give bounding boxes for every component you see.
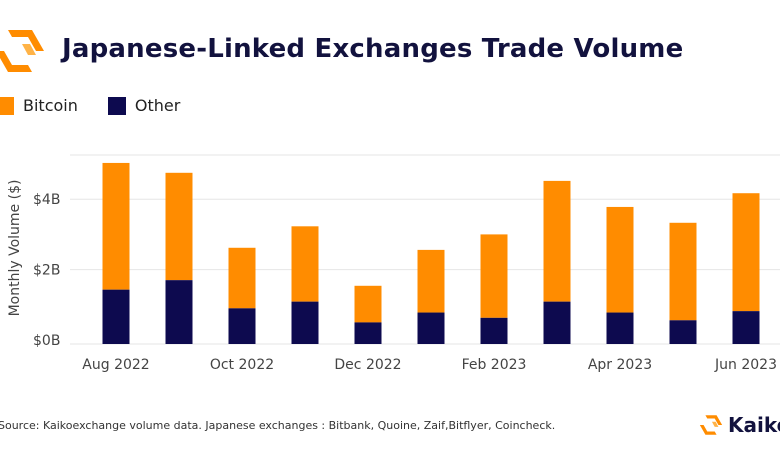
bar-bitcoin[interactable] <box>165 172 193 281</box>
x-tick-label: Jun 2023 <box>714 357 777 373</box>
legend: Bitcoin Other <box>0 96 210 115</box>
bar-other[interactable] <box>417 312 445 344</box>
x-tick-label: Feb 2023 <box>462 357 527 373</box>
bar-other[interactable] <box>228 308 256 344</box>
y-tick-label: $4B <box>33 192 60 208</box>
y-axis-label: Monthly Volume ($) <box>7 180 23 317</box>
legend-item-other[interactable]: Other <box>107 96 181 115</box>
brand-logo: Kaiko <box>698 412 780 438</box>
bar-other[interactable] <box>354 322 382 344</box>
brand-name: Kaiko <box>728 413 780 437</box>
x-tick-label: Apr 2023 <box>588 357 652 373</box>
bar-other[interactable] <box>732 311 760 344</box>
bar-bitcoin[interactable] <box>543 180 571 302</box>
legend-swatch-bitcoin <box>0 96 14 115</box>
bar-bitcoin[interactable] <box>354 285 382 323</box>
bar-other[interactable] <box>543 301 571 344</box>
x-tick-label: Aug 2022 <box>82 357 149 373</box>
legend-label-other: Other <box>134 96 181 115</box>
bar-other[interactable] <box>669 320 697 344</box>
chart-title: Japanese-Linked Exchanges Trade Volume <box>62 34 684 64</box>
bar-bitcoin[interactable] <box>732 193 760 312</box>
source-note: Source: Kaikoexchange volume data. Japan… <box>0 419 556 432</box>
bars <box>102 162 760 344</box>
bar-bitcoin[interactable] <box>669 222 697 321</box>
bar-bitcoin[interactable] <box>291 226 319 302</box>
kaiko-mark-icon <box>699 415 723 435</box>
bar-other[interactable] <box>291 301 319 344</box>
x-tick-label: Oct 2022 <box>210 357 274 373</box>
bar-bitcoin[interactable] <box>102 162 130 290</box>
y-axis-ticks: $0B $2B $4B <box>33 192 60 349</box>
y-tick-label: $0B <box>33 333 60 349</box>
kaiko-logo-icon <box>0 30 44 72</box>
bar-bitcoin[interactable] <box>417 249 445 313</box>
y-tick-label: $2B <box>33 263 60 279</box>
bar-other[interactable] <box>165 280 193 344</box>
bar-other[interactable] <box>606 312 634 344</box>
legend-swatch-other <box>107 96 126 115</box>
legend-label-bitcoin: Bitcoin <box>23 96 78 115</box>
bar-bitcoin[interactable] <box>228 247 256 309</box>
legend-item-bitcoin[interactable]: Bitcoin <box>0 96 78 115</box>
x-axis-ticks: Aug 2022 Oct 2022 Dec 2022 Feb 2023 Apr 2023… <box>82 357 777 373</box>
bar-other[interactable] <box>102 289 130 344</box>
bar-bitcoin[interactable] <box>480 234 508 318</box>
bar-bitcoin[interactable] <box>606 206 634 313</box>
x-tick-label: Dec 2022 <box>334 357 401 373</box>
bar-other[interactable] <box>480 317 508 344</box>
